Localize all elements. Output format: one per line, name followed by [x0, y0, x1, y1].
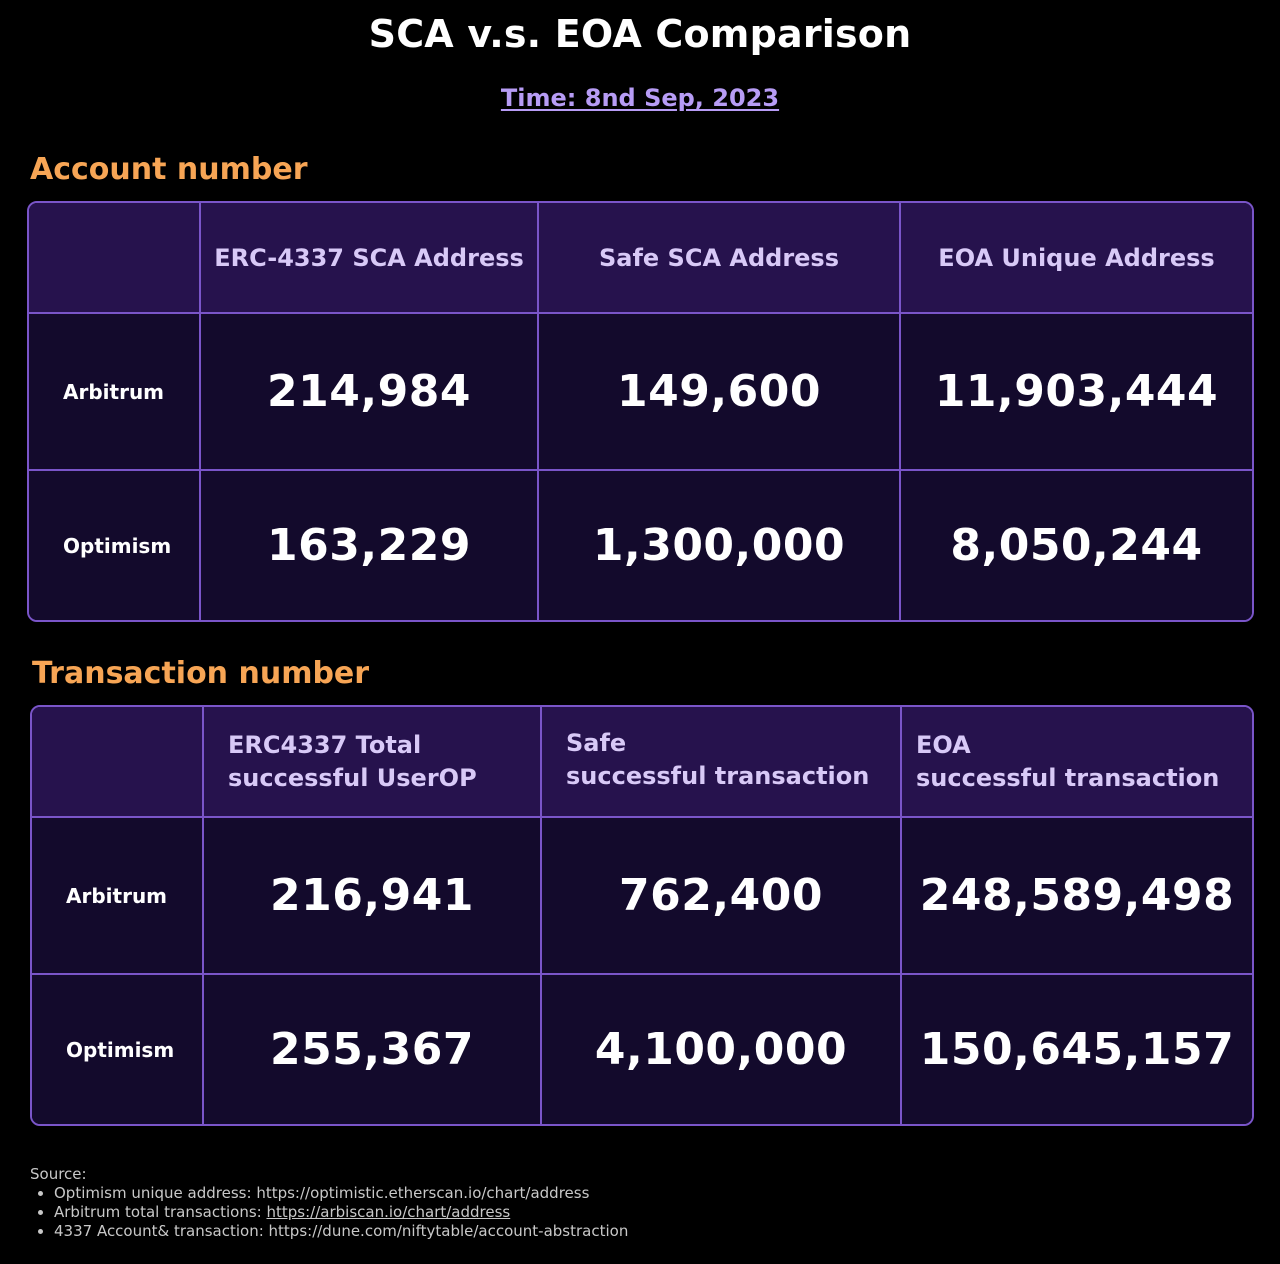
- column-header-erc4337-userop: ERC4337 Total successful UserOP: [204, 707, 542, 818]
- table-corner-cell: [32, 707, 204, 818]
- account-section-heading: Account number: [30, 152, 308, 187]
- date-subtitle-link[interactable]: Time: 8nd Sep, 2023: [500, 84, 780, 112]
- table-row: Arbitrum 216,941 762,400 248,589,498: [32, 818, 1252, 975]
- table-cell-value: 248,589,498: [902, 818, 1252, 975]
- row-label-optimism: Optimism: [29, 471, 201, 620]
- source-list: Optimism unique address: https://optimis…: [30, 1184, 628, 1241]
- column-header-erc4337-sca: ERC-4337 SCA Address: [201, 203, 539, 314]
- account-table: ERC-4337 SCA Address Safe SCA Address EO…: [27, 201, 1254, 622]
- list-item: Optimism unique address: https://optimis…: [54, 1184, 628, 1203]
- table-row: Optimism 255,367 4,100,000 150,645,157: [32, 975, 1252, 1124]
- table-cell-value: 255,367: [204, 975, 542, 1124]
- column-header-safe-transaction: Safe successful transaction: [542, 707, 902, 818]
- transaction-section-heading: Transaction number: [32, 656, 370, 691]
- column-header-line: successful transaction: [916, 763, 1220, 792]
- column-header-line: successful UserOP: [228, 763, 477, 792]
- column-header-eoa-unique: EOA Unique Address: [901, 203, 1252, 314]
- source-item-prefix: 4337 Account& transaction:: [54, 1222, 269, 1240]
- table-cell-value: 214,984: [201, 314, 539, 471]
- source-item-prefix: Optimism unique address:: [54, 1184, 257, 1202]
- table-corner-cell: [29, 203, 201, 314]
- transaction-table-header-row: ERC4337 Total successful UserOP Safe suc…: [32, 707, 1252, 818]
- table-cell-value: 1,300,000: [539, 471, 901, 620]
- source-label: Source:: [30, 1165, 87, 1183]
- account-table-header-row: ERC-4337 SCA Address Safe SCA Address EO…: [29, 203, 1252, 314]
- page-title: SCA v.s. EOA Comparison: [368, 12, 912, 56]
- column-header-eoa-transaction: EOA successful transaction: [902, 707, 1252, 818]
- table-cell-value: 11,903,444: [901, 314, 1252, 471]
- table-cell-value: 4,100,000: [542, 975, 902, 1124]
- transaction-table: ERC4337 Total successful UserOP Safe suc…: [30, 705, 1254, 1126]
- source-link-optimism[interactable]: https://optimistic.etherscan.io/chart/ad…: [256, 1184, 590, 1202]
- table-cell-value: 8,050,244: [901, 471, 1252, 620]
- row-label-arbitrum: Arbitrum: [32, 818, 204, 975]
- table-row: Optimism 163,229 1,300,000 8,050,244: [29, 471, 1252, 620]
- table-cell-value: 149,600: [539, 314, 901, 471]
- table-cell-value: 163,229: [201, 471, 539, 620]
- table-row: Arbitrum 214,984 149,600 11,903,444: [29, 314, 1252, 471]
- row-label-optimism: Optimism: [32, 975, 204, 1124]
- source-item-prefix: Arbitrum total transactions:: [54, 1203, 267, 1221]
- row-label-arbitrum: Arbitrum: [29, 314, 201, 471]
- table-cell-value: 762,400: [542, 818, 902, 975]
- column-header-safe-sca: Safe SCA Address: [539, 203, 901, 314]
- list-item: 4337 Account& transaction: https://dune.…: [54, 1222, 628, 1241]
- column-header-line: EOA: [916, 730, 971, 759]
- list-item: Arbitrum total transactions: https://arb…: [54, 1203, 628, 1222]
- column-header-line: successful transaction: [566, 762, 870, 790]
- table-cell-value: 216,941: [204, 818, 542, 975]
- column-header-line: ERC4337 Total: [228, 730, 422, 759]
- table-cell-value: 150,645,157: [902, 975, 1252, 1124]
- source-link-dune[interactable]: https://dune.com/niftytable/account-abst…: [268, 1222, 629, 1240]
- source-link-arbiscan[interactable]: https://arbiscan.io/chart/address: [266, 1203, 511, 1221]
- column-header-line: Safe: [566, 729, 627, 757]
- source-notes: Source: Optimism unique address: https:/…: [30, 1165, 628, 1241]
